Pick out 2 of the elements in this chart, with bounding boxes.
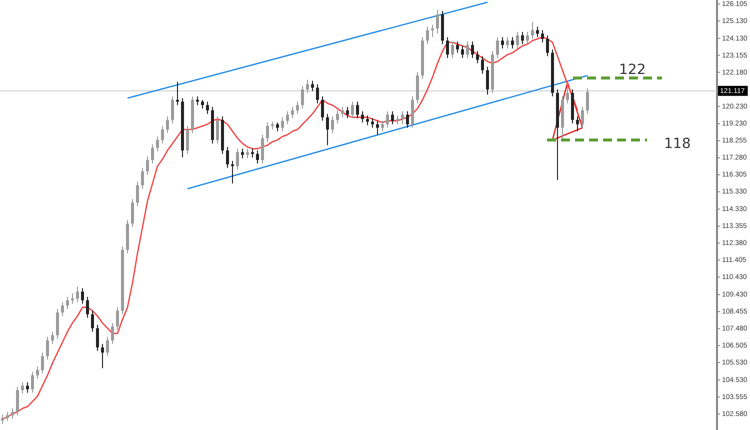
text: 118 xyxy=(664,136,691,152)
text: 122 xyxy=(619,62,646,78)
